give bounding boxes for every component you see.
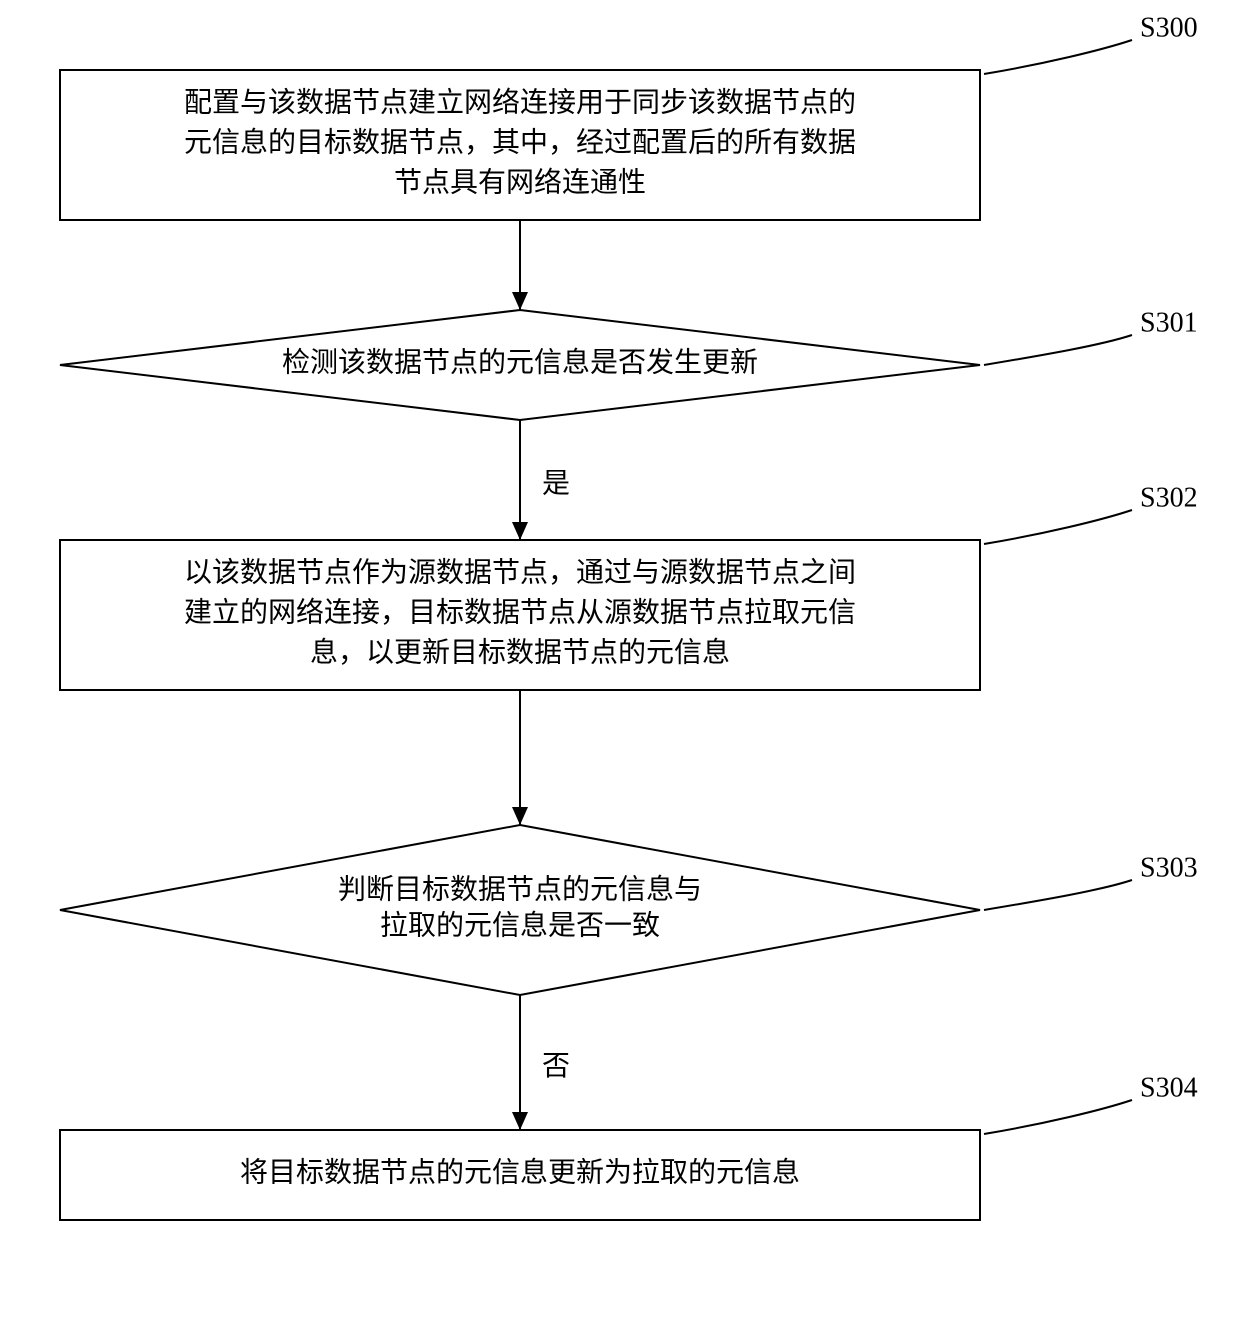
node-s304-line-0: 将目标数据节点的元信息更新为拉取的元信息 — [240, 1156, 800, 1188]
step-label-s300: S300 — [1140, 12, 1198, 43]
flowchart-svg: 配置与该数据节点建立网络连接用于同步该数据节点的元信息的目标数据节点，其中，经过… — [0, 0, 1240, 1342]
node-s301-line-0: 检测该数据节点的元信息是否发生更新 — [282, 346, 758, 378]
node-s302-line-2: 息，以更新目标数据节点的元信息 — [310, 636, 730, 668]
step-label-s304: S304 — [1140, 1072, 1198, 1103]
node-s303-line-0: 判断目标数据节点的元信息与 — [338, 873, 702, 905]
edge-label-s301-s302: 是 — [542, 468, 570, 499]
node-s300-line-0: 配置与该数据节点建立网络连接用于同步该数据节点的 — [184, 86, 856, 118]
node-s302-line-1: 建立的网络连接，目标数据节点从源数据节点拉取元信 — [184, 596, 856, 628]
step-label-s301: S301 — [1140, 307, 1198, 338]
leader-s303 — [984, 880, 1132, 910]
step-label-s303: S303 — [1140, 852, 1198, 883]
node-s302-line-0: 以该数据节点作为源数据节点，通过与源数据节点之间 — [184, 556, 856, 588]
leader-s304 — [984, 1100, 1132, 1134]
edge-label-s303-s304: 否 — [542, 1051, 570, 1082]
node-s303-line-1: 拉取的元信息是否一致 — [380, 909, 660, 941]
leader-s302 — [984, 510, 1132, 544]
node-s300-line-2: 节点具有网络连通性 — [394, 166, 646, 198]
leader-s300 — [984, 40, 1132, 74]
node-s300-line-1: 元信息的目标数据节点，其中，经过配置后的所有数据 — [184, 126, 856, 158]
leader-s301 — [984, 335, 1132, 365]
step-label-s302: S302 — [1140, 482, 1198, 513]
